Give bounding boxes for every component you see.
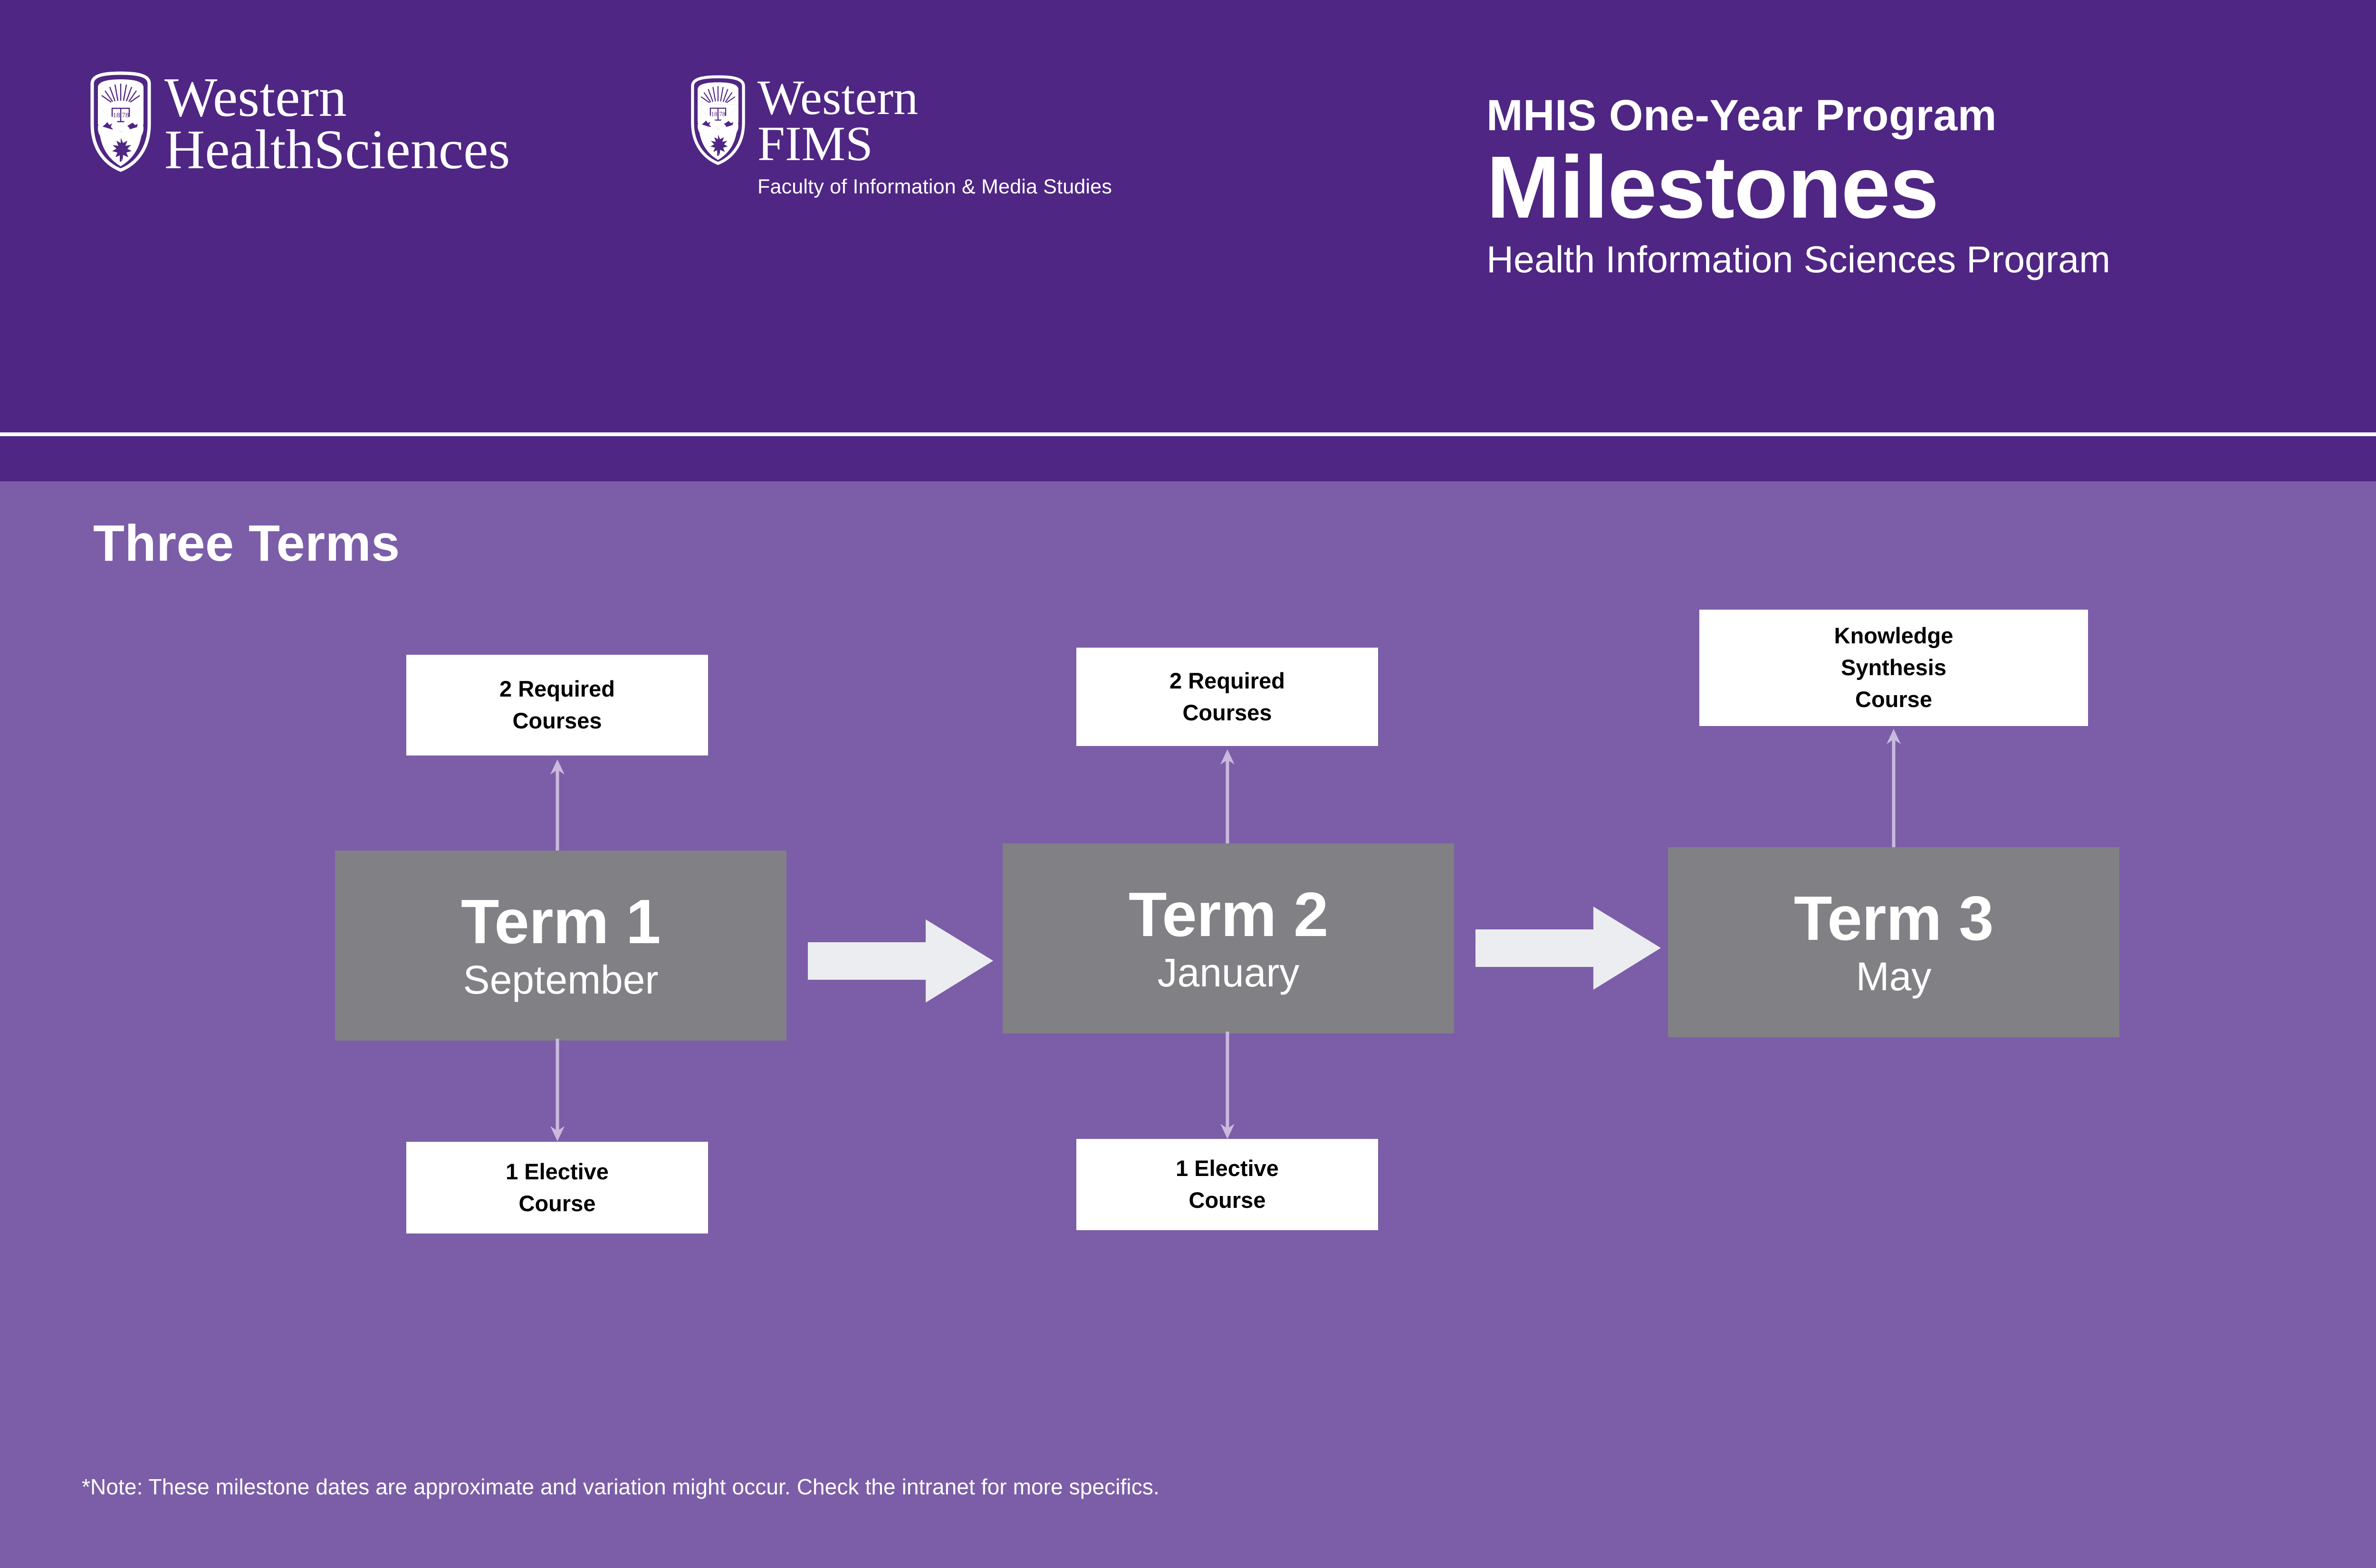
western-shield-crest-icon: 18 78 — [89, 71, 152, 172]
logo-line-1: Western — [164, 66, 347, 128]
term-card-3: Term 3 May — [1668, 847, 2119, 1037]
note-line: Courses — [512, 708, 602, 733]
term-card-1: Term 1 September — [335, 851, 786, 1041]
note-line: 1 Elective — [1176, 1156, 1279, 1181]
logo-fims-wordmark: Western FIMS — [757, 70, 918, 171]
logo-western-healthsciences: 18 78 Western HealthSciences — [89, 69, 510, 178]
note-line: Knowledge — [1834, 623, 1954, 649]
logo-healthsciences-wordmark: Western HealthSciences — [164, 69, 510, 178]
term-title: Term 1 — [460, 886, 661, 956]
term-card-2: Term 2 January — [1003, 843, 1454, 1033]
logo-western-fims: 18 78 Western FIMS Faculty of Informatio… — [690, 73, 1112, 199]
svg-text:78: 78 — [122, 112, 129, 119]
term1-elective-course-box: 1 Elective Course — [406, 1142, 708, 1233]
svg-text:78: 78 — [719, 111, 726, 118]
term2-up-connector-arrow-icon — [1213, 748, 1242, 846]
note-line: Course — [1855, 686, 1932, 712]
logo-line-1: Western — [757, 70, 919, 125]
logo-fims-text-group: Western FIMS Faculty of Information & Me… — [757, 73, 1112, 199]
logo-line-2: HealthSciences — [164, 118, 510, 181]
term2-required-courses-box: 2 Required Courses — [1076, 648, 1378, 746]
term-month: September — [463, 957, 659, 1002]
term3-up-connector-arrow-icon — [1879, 728, 1908, 849]
term3-knowledge-synthesis-course-box: Knowledge Synthesis Course — [1699, 610, 2088, 726]
note-line: 1 Elective — [506, 1158, 609, 1184]
note-line: 2 Required — [499, 676, 615, 702]
svg-text:18: 18 — [711, 111, 718, 118]
term2-elective-course-box: 1 Elective Course — [1076, 1139, 1378, 1230]
poster-subtitle: Health Information Sciences Program — [1486, 238, 2110, 281]
svg-text:18: 18 — [113, 112, 120, 119]
footnote-note: *Note: These milestone dates are approxi… — [82, 1474, 1159, 1499]
note-line: Courses — [1182, 699, 1272, 725]
poster-title-block: MHIS One-Year Program Milestones Health … — [1486, 93, 2342, 280]
header-band-lower — [0, 436, 2376, 481]
term-month: May — [1856, 954, 1932, 999]
header-divider-rule — [0, 432, 2376, 436]
term-title: Term 3 — [1793, 883, 1994, 953]
western-shield-crest-icon: 18 78 — [690, 75, 746, 165]
term2-down-connector-arrow-icon — [1213, 1032, 1242, 1140]
flow-arrow-term1-to-term2-icon — [808, 919, 993, 1003]
header-band — [0, 0, 2376, 432]
poster-kicker: MHIS One-Year Program — [1486, 91, 1997, 140]
flow-arrow-term2-to-term3-icon — [1475, 907, 1661, 990]
section-heading-three-terms: Three Terms — [93, 514, 400, 572]
term1-down-connector-arrow-icon — [543, 1039, 572, 1142]
logo-fims-subtitle: Faculty of Information & Media Studies — [757, 175, 1112, 199]
term-title: Term 2 — [1128, 879, 1329, 949]
note-line: 2 Required — [1169, 668, 1285, 693]
note-line: Course — [518, 1190, 596, 1216]
term1-required-courses-box: 2 Required Courses — [406, 655, 708, 755]
page-title: Milestones — [1486, 138, 1939, 237]
term-month: January — [1157, 950, 1300, 995]
note-line: Synthesis — [1840, 655, 1947, 680]
logo-line-2: FIMS — [757, 116, 873, 171]
note-line: Course — [1188, 1187, 1266, 1213]
term1-up-connector-arrow-icon — [543, 758, 572, 853]
